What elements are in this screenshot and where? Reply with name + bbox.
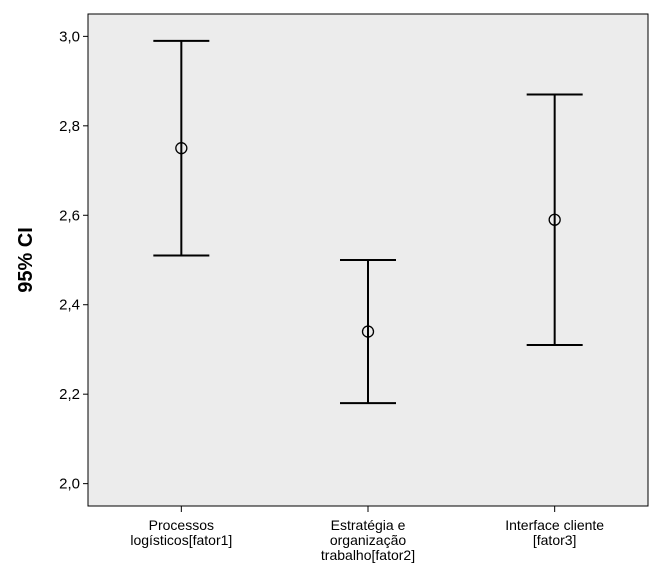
x-tick-label: Processos logísticos[fator1] <box>130 517 232 548</box>
series <box>153 39 583 405</box>
y-axis-title: 95% CI <box>15 227 37 293</box>
x-tick-label-line: Estratégia e <box>331 517 406 533</box>
y-tick-label: 2,8 <box>59 118 80 135</box>
x-tick-label: Interface cliente [fator3] <box>505 517 604 548</box>
x-tick-label-line: Interface cliente <box>505 517 604 533</box>
error-bar <box>526 93 583 346</box>
x-tick-label-line: [fator3] <box>533 532 577 548</box>
mean-point <box>548 213 561 226</box>
error-bar <box>153 39 210 257</box>
y-tick-label: 3,0 <box>59 28 80 45</box>
mean-point <box>175 142 188 155</box>
x-tick-label-line: organização <box>330 532 406 548</box>
x-tick-label: Estratégia e organização trabalho[fator2] <box>321 517 415 563</box>
error-bar <box>340 259 396 405</box>
y-tick-label: 2,2 <box>59 386 80 403</box>
y-tick-label: 2,4 <box>59 297 80 314</box>
y-tick-label: 2,6 <box>59 207 80 224</box>
y-tick-label: 2,0 <box>59 476 80 493</box>
y-axis: 2,0 2,2 2,4 2,6 2,8 3,0 <box>59 28 88 493</box>
x-tick-label-line: Processos <box>149 517 214 533</box>
x-tick-label-line: trabalho[fator2] <box>321 547 415 563</box>
mean-point <box>361 325 375 338</box>
x-tick-label-line: logísticos[fator1] <box>130 532 232 548</box>
